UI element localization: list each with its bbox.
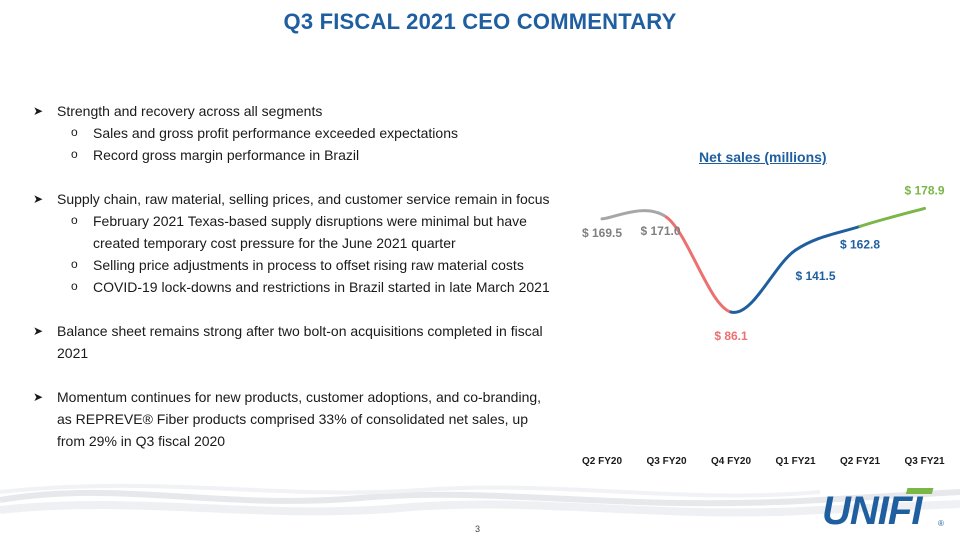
decorative-wave bbox=[0, 483, 960, 517]
bullet-text: Strength and recovery across all segment… bbox=[57, 103, 323, 119]
circle-bullet-icon: o bbox=[71, 147, 78, 161]
sub-bullet-text: Record gross margin performance in Brazi… bbox=[93, 147, 360, 163]
series-line-segment bbox=[600, 209, 668, 221]
data-label: $ 162.8 bbox=[840, 237, 880, 251]
sub-bullet-text: February 2021 Texas-based supply disrupt… bbox=[93, 213, 527, 251]
bullet-item: ➤ Momentum continues for new products, cu… bbox=[33, 386, 553, 452]
bullet-text: Momentum continues for new products, cus… bbox=[57, 389, 542, 449]
x-tick-label: Q3 FY20 bbox=[646, 456, 686, 467]
arrow-bullet-icon: ➤ bbox=[33, 192, 44, 206]
circle-bullet-icon: o bbox=[71, 125, 78, 139]
data-label: $ 171.0 bbox=[640, 224, 680, 238]
data-label: $ 178.9 bbox=[904, 183, 944, 197]
bullet-item: ➤ Strength and recovery across all segmen… bbox=[33, 100, 553, 122]
series-line-segment bbox=[794, 224, 862, 252]
data-label: $ 169.5 bbox=[582, 226, 622, 240]
sub-bullet-item: o COVID-19 lock-downs and restrictions in… bbox=[33, 276, 553, 298]
sub-bullet-text: Selling price adjustments in process to … bbox=[93, 257, 524, 273]
x-tick-label: Q4 FY20 bbox=[711, 456, 751, 467]
sub-bullet-item: o Sales and gross profit performance exce… bbox=[33, 122, 553, 144]
slide-title: Q3 FISCAL 2021 CEO COMMENTARY bbox=[283, 9, 677, 34]
arrow-bullet-icon: ➤ bbox=[33, 104, 44, 118]
x-tick-label: Q1 FY21 bbox=[775, 456, 815, 467]
data-label: $ 86.1 bbox=[714, 329, 748, 343]
svg-text:UNIFI: UNIFI bbox=[822, 489, 923, 530]
sub-bullet-item: o Record gross margin performance in Braz… bbox=[33, 144, 553, 166]
svg-text:®: ® bbox=[938, 519, 944, 528]
sub-bullet-text: Sales and gross profit performance excee… bbox=[93, 125, 458, 141]
x-tick-label: Q2 FY20 bbox=[582, 456, 622, 467]
arrow-bullet-icon: ➤ bbox=[33, 390, 44, 404]
x-tick-label: Q3 FY21 bbox=[904, 456, 944, 467]
bullet-list: ➤ Strength and recovery across all segmen… bbox=[33, 100, 553, 452]
series-line-segment bbox=[858, 206, 926, 228]
circle-bullet-icon: o bbox=[71, 257, 78, 271]
page-number: 3 bbox=[475, 524, 481, 534]
circle-bullet-icon: o bbox=[71, 213, 78, 227]
net-sales-chart: $ 169.5 $ 171.0 $ 86.1 $ 141.5 $ 162.8 $ 178.… bbox=[582, 183, 945, 467]
sub-bullet-item: o February 2021 Texas-based supply disrup… bbox=[33, 210, 553, 254]
bullet-text: Balance sheet remains strong after two b… bbox=[57, 323, 543, 361]
x-tick-label: Q2 FY21 bbox=[840, 456, 880, 467]
data-label: $ 141.5 bbox=[795, 269, 835, 283]
chart-title: Net sales (millions) bbox=[699, 149, 827, 165]
bullet-item: ➤ Balance sheet remains strong after two … bbox=[33, 320, 553, 364]
sub-bullet-text: COVID-19 lock-downs and restrictions in … bbox=[93, 279, 550, 295]
sub-bullet-item: o Selling price adjustments in process to… bbox=[33, 254, 553, 276]
unifi-logo: UNIFI ® bbox=[822, 488, 944, 530]
series-line-segment bbox=[729, 248, 797, 314]
series-line-segment bbox=[665, 215, 733, 314]
bullet-text: Supply chain, raw material, selling pric… bbox=[57, 191, 550, 207]
bullet-item: ➤ Supply chain, raw material, selling pri… bbox=[33, 188, 553, 210]
arrow-bullet-icon: ➤ bbox=[33, 324, 44, 338]
circle-bullet-icon: o bbox=[71, 279, 78, 293]
